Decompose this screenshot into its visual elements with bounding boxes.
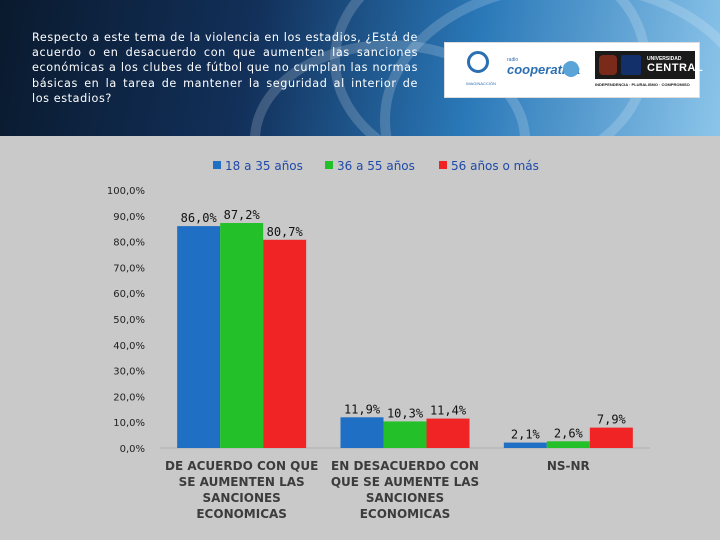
category-label: ECONOMICAS xyxy=(196,507,287,521)
data-label: 2,1% xyxy=(511,428,541,442)
y-tick-label: 30,0% xyxy=(113,367,145,378)
data-label: 80,7% xyxy=(267,225,304,239)
legend-swatch xyxy=(213,161,221,169)
cooperativa-logo: radio cooperativa xyxy=(507,57,580,77)
universidad-central-logo: UNIVERSIDAD CENTRAL INDEPENDENCIA · PLUR… xyxy=(595,51,703,93)
y-tick-label: 0,0% xyxy=(120,444,145,455)
data-label: 7,9% xyxy=(597,413,627,427)
header-banner: Respecto a este tema de la violencia en … xyxy=(0,0,720,136)
category-label: DE ACUERDO CON QUE xyxy=(165,459,318,473)
data-label: 10,3% xyxy=(387,406,424,420)
category-label: EN DESACUERDO CON xyxy=(331,459,479,473)
category-label: SE AUMENTEN LAS xyxy=(179,475,305,489)
y-tick-label: 40,0% xyxy=(113,341,145,352)
bar xyxy=(503,442,547,448)
legend-label: 36 a 55 años xyxy=(337,159,415,173)
bar xyxy=(383,421,427,448)
legend-swatch xyxy=(439,161,447,169)
y-tick-label: 10,0% xyxy=(113,418,145,429)
bar xyxy=(426,418,470,448)
bar xyxy=(589,427,633,448)
category-label: SANCIONES xyxy=(366,491,444,505)
legend-swatch xyxy=(325,161,333,169)
legend-label: 56 años o más xyxy=(451,159,539,173)
y-tick-label: 50,0% xyxy=(113,315,145,326)
y-tick-label: 80,0% xyxy=(113,238,145,249)
bar xyxy=(177,226,221,448)
bar xyxy=(220,223,264,448)
sponsor-logos: IMAGINACCIÓN radio cooperativa UNIVERSID… xyxy=(444,42,703,98)
y-tick-label: 70,0% xyxy=(113,263,145,274)
bar xyxy=(263,239,307,448)
category-label: NS-NR xyxy=(547,459,590,473)
data-label: 2,6% xyxy=(554,426,584,440)
bar xyxy=(340,417,384,448)
imaginaccion-logo: IMAGINACCIÓN xyxy=(459,49,499,89)
survey-question: Respecto a este tema de la violencia en … xyxy=(32,31,418,105)
bar-chart: 18 a 35 años 36 a 55 años 56 años o más 0,0… xyxy=(107,159,650,521)
y-tick-label: 60,0% xyxy=(113,289,145,300)
bar xyxy=(546,441,590,448)
y-tick-label: 100,0% xyxy=(107,186,145,197)
category-label: ECONOMICAS xyxy=(360,507,451,521)
legend-label: 18 a 35 años xyxy=(225,159,303,173)
y-tick-label: 20,0% xyxy=(113,392,145,403)
category-label: SANCIONES xyxy=(203,491,281,505)
data-label: 86,0% xyxy=(181,211,218,225)
y-tick-label: 90,0% xyxy=(113,212,145,223)
category-label: QUE SE AUMENTE LAS xyxy=(331,475,479,489)
data-label: 87,2% xyxy=(224,208,261,222)
data-label: 11,9% xyxy=(344,402,381,416)
data-label: 11,4% xyxy=(430,404,467,418)
